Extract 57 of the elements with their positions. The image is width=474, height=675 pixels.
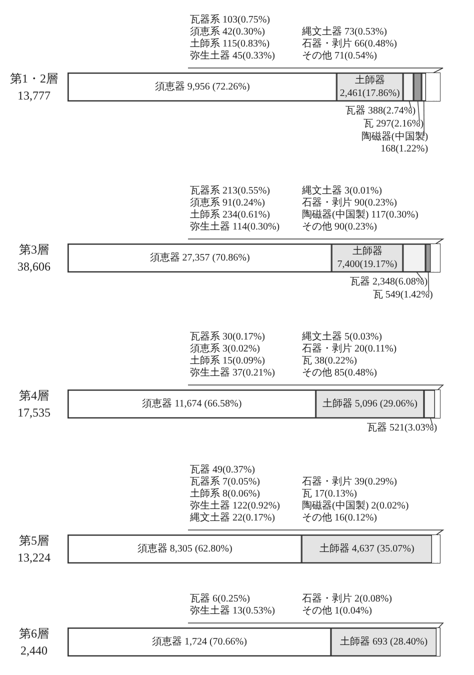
data-label: 須恵器 27,357 (70.86%) [150, 252, 250, 264]
annotation: その他 16(0.12%) [302, 512, 377, 524]
annotation: その他 90(0.23%) [302, 220, 377, 232]
text: 瓦 17(0.13%) [302, 488, 357, 500]
annotation: 瓦器 2,348(6.08%) [350, 276, 428, 288]
data-label: 須恵器 1,724 (70.66%) [152, 636, 247, 648]
text: 須恵系 3(0.02%) [190, 342, 260, 354]
annotation: その他 85(0.48%) [302, 366, 377, 378]
annotation: その他 71(0.54%) [302, 50, 377, 62]
text: 瓦器系 213(0.55%) [190, 184, 270, 196]
annotation: 瓦器 521(3.03%) [367, 422, 438, 434]
text: 瓦器系 103(0.75%) [190, 14, 270, 26]
text: 石器・剥片 2(0.08%) [302, 592, 392, 604]
text: 土師系 234(0.61%) [190, 208, 270, 220]
annotation: 弥生土器 37(0.21%) [190, 366, 275, 378]
text: 須恵系 91(0.24%) [190, 196, 265, 208]
text: 土師系 15(0.09%) [190, 354, 265, 366]
text: 瓦器系 7(0.05%) [190, 476, 260, 488]
text: 石器・剥片 20(0.11%) [302, 342, 397, 354]
data-label: 須恵器 9,956 (72.26%) [154, 80, 250, 92]
y-tick-label: 第3層 38,606 [18, 242, 50, 274]
annotation: 瓦器 388(2.74%) [346, 106, 416, 116]
text: 須恵系 42(0.30%) [190, 26, 265, 38]
annotation: 弥生土器 45(0.33%) [190, 50, 275, 62]
annotation: 縄文土器 22(0.17%) [189, 512, 275, 524]
text: 石器・剥片 66(0.48%) [302, 38, 397, 50]
text: 石器・剥片 39(0.29%) [302, 476, 397, 488]
y-tick-label: 第6層 2,440 [19, 626, 49, 658]
y-tick-label: 第1・2層 13,777 [10, 72, 58, 102]
text: 瓦 38(0.22%) [302, 356, 357, 366]
text: 縄文土器 5(0.03%) [301, 330, 382, 342]
annotation: 瓦 549(1.42%) [372, 290, 433, 300]
data-label: 土師器 4,637 (35.07%) [319, 542, 414, 554]
text: 土師系 115(0.83%) [190, 38, 270, 50]
text: 縄文土器 3(0.01%) [301, 184, 382, 196]
text: 石器・剥片 90(0.23%) [302, 196, 397, 208]
annotation: 弥生土器 13(0.53%) [190, 604, 275, 616]
data-label: 土師器 2,461(17.86%) [340, 74, 400, 99]
data-label: 土師器 693 (28.40%) [340, 636, 428, 648]
y-tick-label: 第5層 13,224 [18, 534, 50, 564]
data-label: 土師器 7,400(19.17%) [337, 245, 398, 270]
annotation: 瓦 297(2.16%) [364, 118, 424, 130]
data-label: 須恵器 8,305 (62.80%) [137, 542, 232, 554]
data-label: 土師器 5,096 (29.06%) [322, 398, 418, 410]
annotation: 弥生土器 114(0.30%) [190, 220, 280, 232]
text: 陶磁器(中国製) 117(0.30%) [302, 208, 418, 220]
annotation: その他 1(0.04%) [302, 604, 372, 616]
y-tick-label: 第4層 17,535 [18, 388, 50, 420]
text: 土師系 8(0.06%) [190, 488, 260, 500]
text: 瓦器 6(0.25%) [190, 594, 250, 604]
text: 陶磁器(中国製) 168(1.22%) [361, 130, 428, 154]
text: 弥生土器 122(0.92%) [190, 500, 280, 512]
text: 瓦器 49(0.37%) [190, 464, 255, 476]
text: 陶磁器(中国製) 2(0.02%) [302, 500, 409, 512]
data-label: 須恵器 11,674 (66.58%) [142, 398, 242, 410]
text: 瓦器系 30(0.17%) [190, 330, 265, 342]
text: 縄文土器 73(0.53%) [301, 26, 387, 38]
